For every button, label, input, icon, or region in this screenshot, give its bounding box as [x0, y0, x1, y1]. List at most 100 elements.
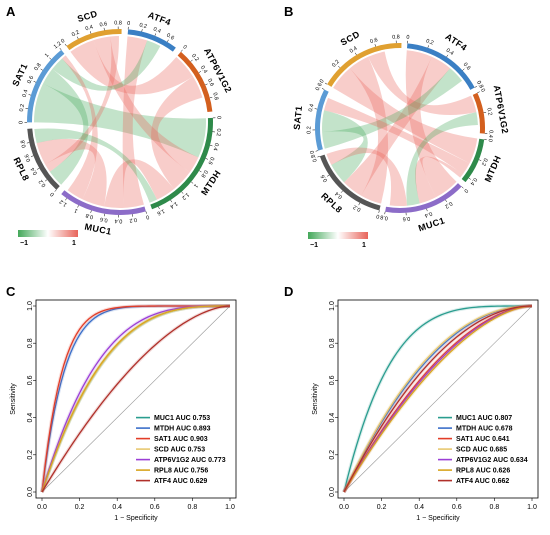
sector-tick: [44, 179, 48, 182]
sector-tick: [462, 68, 465, 71]
x-tick-label: 1.0: [527, 504, 537, 511]
chord-link-muc1-mtdh: [415, 156, 463, 204]
sector-tick-label: 1.2: [59, 198, 69, 207]
roc-curve-rpl8-auc-0-756: [41, 305, 230, 493]
roc-curve-muc1-auc-0-807: [343, 305, 532, 493]
sector-tick: [209, 145, 213, 147]
plot-frame: [337, 299, 539, 499]
chord-link-sat1-mtdh: [324, 97, 470, 175]
y-tick-label: 1.0: [329, 301, 336, 311]
sector-tick-label: 0: [309, 150, 316, 155]
sector-tick: [321, 88, 325, 90]
y-tick-label: 1.0: [27, 301, 34, 311]
x-tick-label: 1.0: [225, 504, 235, 511]
colorbar-max-label: 1: [362, 242, 366, 249]
sector-tick: [180, 49, 183, 52]
sector-tick-label: 0.6: [27, 75, 36, 84]
sector-tick-label: 1.2: [180, 191, 190, 201]
sector-tick: [28, 94, 32, 96]
sector-tick: [158, 206, 160, 210]
roc-curve-scd-auc-0-685: [343, 305, 533, 493]
sector-tick-label: 0.4: [487, 130, 493, 138]
chord-ribbons: [34, 36, 207, 208]
sector-tick-label: 0.4: [445, 48, 455, 57]
sector-scd: [327, 43, 402, 87]
x-tick-label: 0.0: [339, 504, 349, 511]
sector-muc1: [385, 183, 462, 213]
sector-tick-label: 0.8: [392, 34, 400, 40]
chord-link-muc1-mtdh: [104, 159, 174, 208]
sector-tick: [145, 211, 147, 214]
sector-atf4: [406, 43, 475, 90]
sector-tick: [77, 205, 79, 208]
plot-frame: [35, 299, 237, 499]
x-tick-label: 0.6: [452, 504, 462, 511]
sector-tick: [374, 44, 376, 47]
sector-tick-label: 0.2: [485, 107, 492, 116]
sector-tick: [315, 150, 319, 152]
sector-sat1: [26, 49, 65, 123]
chord-link-rpl8-muc1: [326, 147, 407, 207]
sector-tick: [90, 210, 92, 213]
roc-chart-c: 0.0 0.2 0.4 0.6 0.8 1.0 0.0 0.2 0.4 0.6 0.8 1.0 1 − …: [10, 299, 237, 522]
sector-tick-label: 0.4: [152, 26, 161, 34]
sector-mtdh: [461, 138, 485, 183]
sector-tick: [477, 91, 480, 93]
diagonal-reference-line: [41, 305, 231, 493]
sector-tick-label: 0.8: [199, 169, 208, 179]
sector-tick: [205, 158, 208, 160]
sector-tick-label: 1: [44, 53, 50, 59]
sector-tick: [181, 191, 184, 194]
sector-tick-label: 0.8: [211, 92, 219, 101]
x-tick-label: 0.4: [414, 504, 424, 511]
x-axis-title: 1 − Specificity: [416, 515, 460, 522]
sector-tick: [358, 202, 361, 206]
chord-link-sat1-rpl8: [322, 110, 368, 183]
legend-entry: ATP6V1G2 AUC 0.634: [456, 457, 528, 464]
sector-tick-label: 0.8: [114, 20, 122, 26]
sector-tick: [474, 86, 478, 88]
sector-tick: [40, 68, 43, 71]
chord-link-atp6v1g2-mtdh: [151, 76, 203, 189]
sector-tick: [378, 210, 380, 213]
sector-tick-label: 0.8: [33, 62, 42, 72]
sector-tick: [64, 43, 67, 47]
chord-link-muc1-atp6v1g2: [406, 112, 478, 206]
sector-tick: [354, 52, 357, 56]
sector-mtdh: [150, 117, 213, 210]
x-tick-label: 0.2: [75, 504, 85, 511]
sector-tick: [59, 47, 62, 51]
sector-tick: [90, 31, 92, 34]
sector-tick: [141, 29, 143, 32]
chord-link-muc1-rpl8: [36, 138, 107, 207]
sector-tick: [198, 71, 202, 73]
sector-tick: [446, 54, 449, 58]
chord-ribbons: [322, 50, 478, 207]
sector-tick-label: 0.4: [469, 176, 478, 186]
sector-tick-label: 0.4: [424, 210, 433, 218]
sector-tick: [76, 36, 79, 40]
chord-link-scd-atp6v1g2: [368, 51, 477, 115]
chord-link-scd-mtdh: [333, 68, 478, 164]
legend-entry: SCD AUC 0.753: [154, 447, 205, 454]
sector-tick-label: 0.6: [206, 78, 215, 87]
legend-entry: MUC1 AUC 0.753: [154, 415, 210, 422]
sector-tick-label: 0.2: [331, 59, 341, 69]
sector-tick-label: 0.2: [190, 53, 200, 63]
sector-tick-label: 0.6: [99, 21, 108, 28]
sector-scd: [66, 29, 122, 51]
sector-rpl8: [27, 128, 60, 190]
sector-tick-label: 0: [145, 213, 150, 220]
x-tick-label: 0.0: [37, 504, 47, 511]
sector-tick-label: 1: [73, 207, 78, 214]
sector-tick-label: 0.4: [308, 103, 316, 112]
chord-link-atf4-muc1: [405, 50, 457, 198]
chord-link-scd-atp6v1g2: [70, 40, 194, 95]
sector-tick-label: 0.8: [311, 154, 319, 163]
sector-tick: [170, 199, 173, 203]
panel-label-a: A: [6, 4, 16, 19]
sector-tick: [314, 108, 318, 110]
sector-tick-label: 0.2: [139, 22, 148, 30]
sector-tick: [209, 97, 213, 99]
sector-tick-label: 0: [487, 138, 493, 142]
